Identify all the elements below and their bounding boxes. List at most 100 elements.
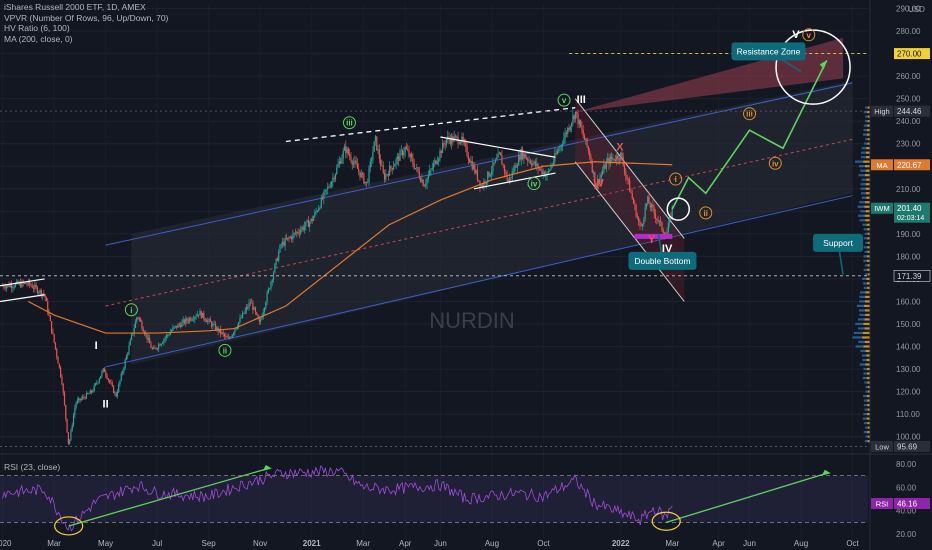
candle-body [405,147,408,150]
rsi-legend[interactable]: RSI (23, close) [4,462,61,472]
rsi-tag-box [871,497,893,509]
candle-body [116,392,119,397]
vp-bar-down [868,385,870,389]
indicator-vpvr[interactable]: VPVR (Number Of Rows, 96, Up/Down, 70) [4,12,169,23]
vp-bar-down [864,340,870,344]
candle-body [352,162,355,165]
vp-bar-down [867,250,870,253]
candle-body [380,159,382,166]
candle-body [183,319,186,324]
candle-body [165,335,168,338]
vp-bar-up [858,327,865,330]
vp-bar-down [867,381,870,384]
vp-bar-down [865,151,870,154]
symbol-title[interactable]: iShares Russell 2000 ETF, 1D, AMEX [4,2,146,12]
candle-body [656,218,658,220]
candle-body [552,161,555,165]
candle-body [251,302,253,304]
candle-body [577,113,579,125]
candle-body [355,160,357,164]
candle-body [643,218,645,224]
vp-bar-down [867,372,870,375]
indicator-hv[interactable]: HV Ratio (6, 100) [4,23,70,33]
wave-label: V [792,29,800,41]
candle-body [469,159,471,163]
rsi-arrow-2 [666,472,827,524]
candle-body [671,206,673,218]
vp-bar-up [855,322,864,326]
candle-body [220,328,222,334]
candle-body [320,197,322,208]
candle-body [478,179,480,181]
vp-bar-down [866,358,870,362]
candle-body [336,167,338,175]
candle-body [93,385,95,392]
candle-body [278,252,280,261]
candle-body [1,285,4,287]
candle-body [622,157,624,166]
candle-body [78,398,80,401]
wave-label-ring [124,303,138,317]
candle-body [222,332,224,334]
candle-body [546,172,548,176]
indicator-ma[interactable]: MA (200, close, 0) [4,33,73,44]
vp-bar-up [865,426,868,429]
candle-body [91,390,93,393]
candle-body [234,329,236,333]
candle-body [231,334,233,338]
candle-body [98,378,100,383]
wave-label: iii [346,119,353,128]
candle-body [371,160,373,162]
left-line-1 [0,278,45,287]
candle-body [63,392,66,406]
candle-body [239,317,241,323]
candle-body [189,318,191,322]
vp-bar-up [865,273,868,276]
correction-channel [575,98,685,302]
candle-body [311,218,313,221]
candle-body [74,407,76,416]
candle-body [119,380,121,385]
candle-body [396,156,399,160]
candle-body [141,321,143,329]
wave-label: v [807,31,812,40]
candle-body [168,334,170,336]
candle-body [260,319,262,322]
vp-bar-up [863,255,868,258]
candle-body [505,172,507,174]
candle-body [323,191,325,199]
candle-body [343,146,346,151]
candle-body [23,282,26,284]
candle-body [201,312,204,318]
candle-body [514,165,516,172]
vp-bar-up [863,129,868,132]
vp-bar-up [860,183,866,186]
candle-body [303,226,306,230]
candle-body [420,177,422,182]
candle-body [350,156,352,162]
candle-body [472,165,475,170]
price-tag-box [871,105,893,117]
channel-midline [105,138,853,307]
candle-body [123,368,125,372]
candle-body [107,378,109,381]
candle-body [31,285,33,288]
candle-body [361,173,364,174]
candle-body [583,135,586,140]
candle-body [331,181,333,187]
vp-bar-down [867,367,870,371]
vp-bar-up [865,390,868,393]
candle-body [146,333,148,340]
candle-body [631,193,633,199]
candle-body [14,283,17,287]
candle-body [115,392,117,397]
rsi-pane: 80.00 60.00 40.00 20.00 RSI 46.16 [0,460,930,539]
candle-body [213,323,215,325]
candle-body [285,238,288,240]
candle-body [69,439,71,444]
candle-body [30,284,32,286]
candle-body [319,207,321,209]
candle-body [576,112,578,114]
candle-body [607,158,609,162]
